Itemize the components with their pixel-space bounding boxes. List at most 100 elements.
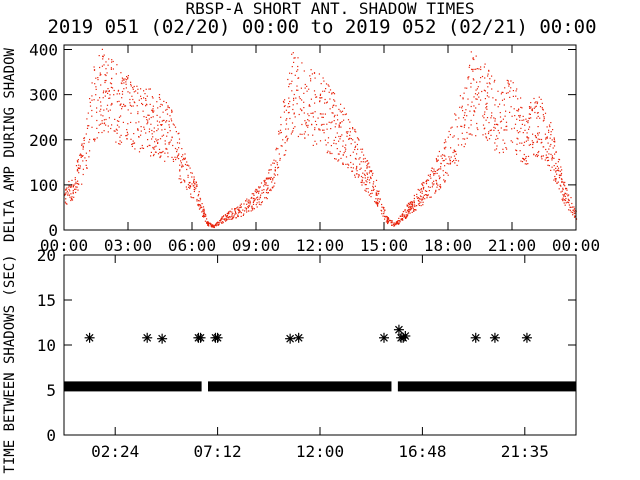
top-data-point	[152, 155, 155, 157]
top-data-point	[521, 123, 523, 125]
top-data-point	[280, 131, 282, 134]
top-data-point	[314, 140, 316, 142]
top-data-point	[318, 128, 320, 130]
top-data-point	[517, 138, 519, 140]
top-data-point	[140, 134, 142, 136]
top-data-point	[544, 133, 546, 135]
top-data-point	[436, 183, 438, 185]
top-data-point	[517, 132, 519, 134]
top-data-point	[472, 78, 474, 80]
top-data-point	[488, 70, 490, 72]
top-data-point	[140, 98, 142, 100]
top-data-point	[97, 99, 99, 101]
top-data-point	[165, 148, 167, 150]
top-data-point	[387, 217, 389, 219]
top-data-point	[129, 98, 131, 101]
top-data-point	[356, 173, 358, 175]
top-data-point	[280, 145, 282, 147]
top-data-point	[433, 170, 435, 172]
top-data-point	[388, 220, 390, 222]
top-data-point	[157, 153, 160, 155]
top-data-point	[361, 181, 363, 184]
top-data-point	[446, 162, 448, 165]
baseline-band	[208, 381, 392, 392]
top-data-point	[252, 207, 254, 209]
top-data-point	[358, 158, 360, 160]
top-data-point	[151, 109, 153, 111]
top-data-point	[136, 105, 138, 107]
top-data-point	[467, 98, 469, 100]
top-data-point	[484, 77, 486, 79]
top-data-point	[116, 93, 118, 95]
top-data-point	[433, 174, 435, 176]
top-data-point	[318, 129, 320, 131]
top-data-point	[436, 172, 438, 174]
top-data-point	[291, 80, 293, 82]
top-data-point	[107, 88, 109, 90]
top-data-point	[572, 214, 574, 216]
top-data-point	[552, 129, 554, 131]
top-data-point	[107, 92, 109, 94]
top-data-point	[258, 190, 260, 192]
top-data-point	[372, 172, 374, 174]
top-data-point	[485, 107, 487, 109]
top-data-point	[476, 68, 478, 70]
top-data-point	[545, 148, 547, 151]
top-data-point	[162, 150, 164, 153]
outlier-marker	[393, 324, 404, 335]
top-data-point	[553, 179, 555, 181]
top-data-point	[472, 57, 474, 59]
top-data-point	[497, 137, 499, 140]
top-data-point	[160, 124, 162, 126]
top-data-point	[198, 191, 200, 193]
top-data-point	[311, 123, 313, 125]
top-data-point	[82, 148, 84, 150]
top-data-point	[269, 178, 271, 180]
top-data-point	[340, 111, 342, 113]
top-data-point	[119, 143, 121, 145]
top-data-point	[100, 105, 102, 107]
top-data-point	[499, 103, 501, 105]
top-data-point	[295, 97, 297, 99]
top-data-point	[347, 163, 349, 165]
top-data-point	[377, 201, 379, 203]
top-data-point	[82, 155, 84, 157]
top-data-point	[80, 156, 82, 158]
top-data-point	[550, 153, 552, 155]
top-data-point	[401, 215, 403, 217]
top-data-point	[506, 129, 508, 131]
top-data-point	[242, 209, 244, 211]
top-data-point	[564, 199, 566, 201]
top-data-point	[325, 83, 328, 85]
top-data-point	[161, 135, 163, 137]
top-data-point	[370, 196, 372, 198]
top-data-point	[411, 203, 413, 205]
top-data-point	[539, 138, 541, 140]
top-data-point	[172, 160, 175, 162]
top-data-point	[104, 81, 106, 84]
top-data-point	[126, 131, 128, 133]
top-data-point	[375, 192, 377, 194]
top-data-point	[211, 224, 213, 226]
figure-subtitle: 2019 051 (02/20) 00:00 to 2019 052 (02/2…	[47, 16, 596, 38]
top-data-point	[387, 222, 389, 225]
bottom-ylabel: TIME BETWEEN SHADOWS (SEC)	[2, 254, 18, 473]
top-data-point	[205, 213, 207, 216]
top-data-point	[169, 141, 171, 143]
top-data-point	[529, 113, 531, 115]
top-data-point	[370, 177, 372, 179]
top-data-point	[285, 109, 287, 111]
top-data-point	[118, 120, 120, 122]
top-data-point	[71, 199, 74, 201]
top-data-point	[191, 172, 193, 174]
top-data-point	[532, 146, 534, 149]
top-data-point	[473, 96, 475, 98]
top-data-point	[157, 142, 159, 144]
top-data-point	[71, 196, 73, 198]
top-data-point	[406, 204, 408, 206]
top-data-point	[126, 138, 128, 140]
top-data-point	[316, 143, 318, 145]
top-data-point	[470, 51, 472, 53]
bottom-xtick-label: 21:35	[501, 442, 549, 461]
top-data-point	[290, 83, 292, 85]
